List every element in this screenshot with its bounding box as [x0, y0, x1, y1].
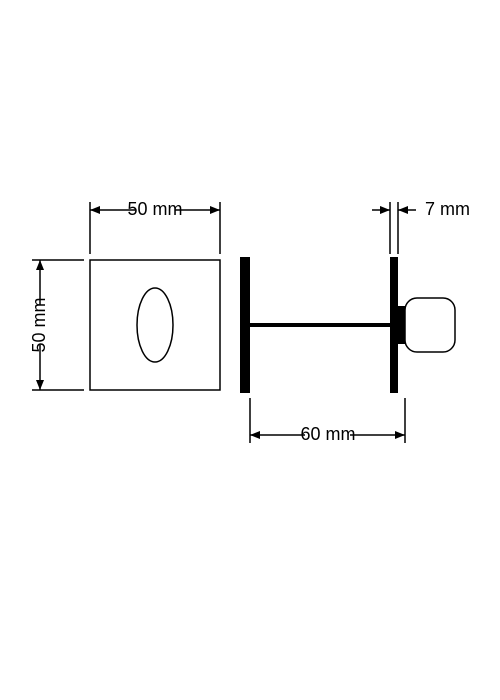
spindle-shaft — [250, 323, 390, 327]
knob-neck — [398, 306, 405, 344]
dim-plate-width-label: 7 mm — [425, 199, 470, 219]
dim-width-label: 50 mm — [127, 199, 182, 219]
front-view-group: 50 mm 50 mm — [29, 199, 220, 390]
dim-depth-label: 60 mm — [300, 424, 355, 444]
side-view-group: 7 mm 60 mm — [240, 199, 470, 444]
technical-drawing: 50 mm 50 mm 7 mm 60 mm — [0, 0, 500, 700]
backplate — [240, 257, 250, 393]
rosette-square — [90, 260, 220, 390]
front-plate — [390, 257, 398, 393]
dim-height-label: 50 mm — [29, 297, 49, 352]
knob — [405, 298, 455, 352]
thumb-turn-ellipse — [137, 288, 173, 362]
